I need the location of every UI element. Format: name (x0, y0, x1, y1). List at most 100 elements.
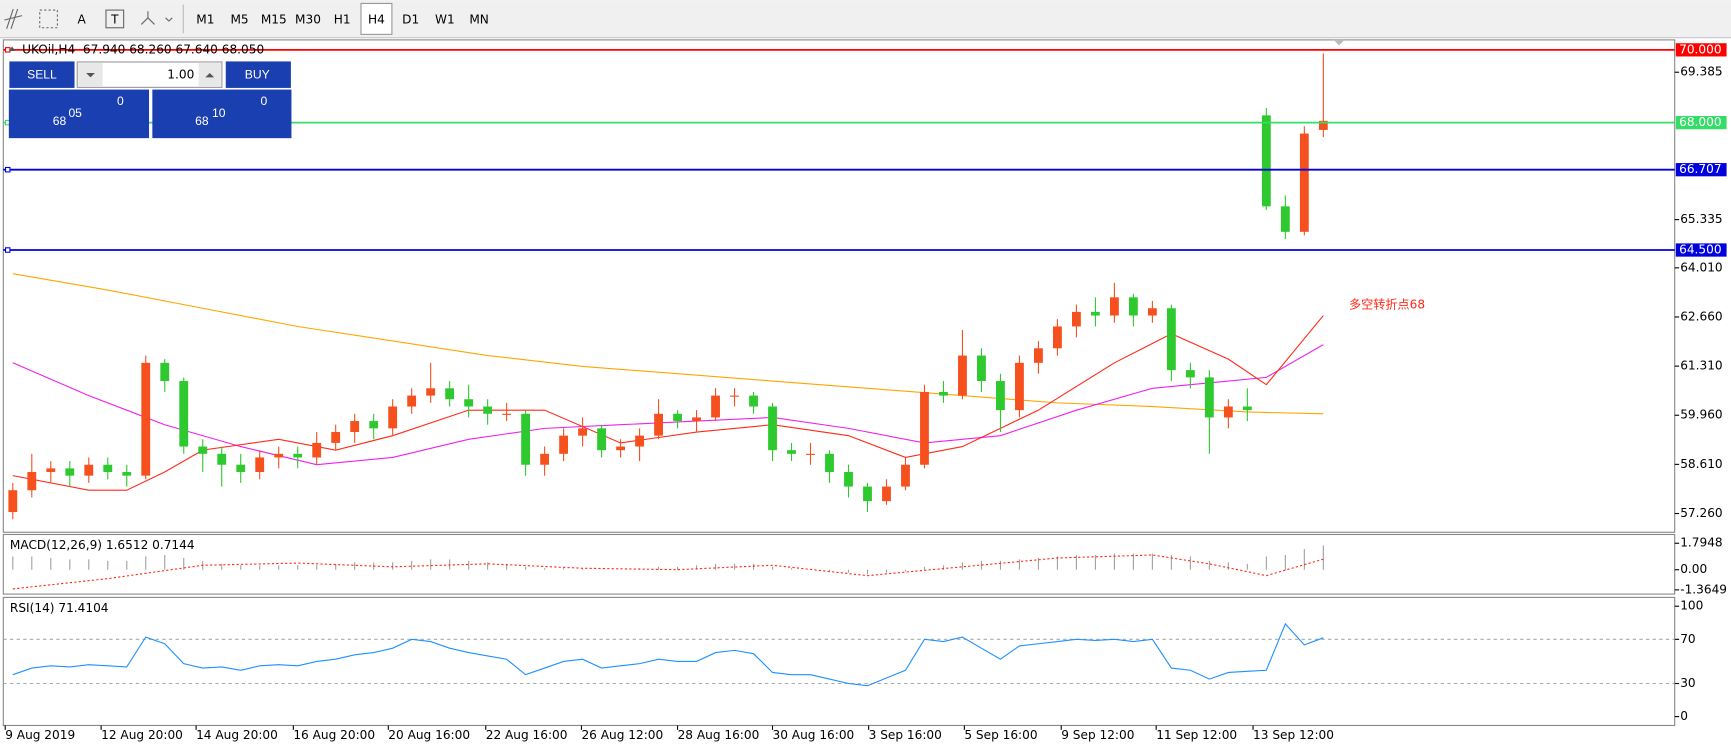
candle-body (616, 446, 626, 451)
y-tick-label: 57.260 (1680, 506, 1722, 520)
y-tick-label: 0.00 (1680, 562, 1707, 576)
sell-price-pips[interactable]: 05 (68, 106, 82, 120)
candle-body (540, 453, 550, 465)
timeframe-button[interactable]: M5 (230, 13, 248, 27)
lot-value[interactable]: 1.00 (167, 68, 194, 82)
timeframe-button[interactable]: H4 (368, 13, 385, 27)
x-tick-label: 13 Sep 12:00 (1253, 728, 1334, 742)
candle-body (996, 381, 1005, 411)
price-label: 68.000 (1679, 115, 1721, 129)
candle-body (578, 428, 588, 436)
price-label-box (1675, 116, 1727, 130)
candle-body (844, 472, 853, 487)
x-tick-label: 30 Aug 16:00 (773, 728, 855, 742)
buy-label[interactable]: BUY (245, 67, 270, 81)
price-label-box (1675, 163, 1727, 177)
candle-body (1166, 308, 1176, 371)
plot: 69.385 65.335 64.010 62.660 61.310 59.960 58.6… (3, 42, 1727, 742)
timeframe-button[interactable]: M30 (295, 13, 321, 27)
shift-marker (1333, 39, 1345, 46)
candle-body (369, 421, 379, 429)
candle-body (1072, 311, 1081, 327)
sell-price-point[interactable]: 0 (117, 94, 124, 108)
x-tick-label: 14 Aug 20:00 (196, 728, 278, 742)
candle-body (464, 399, 474, 407)
x-tick-label: 5 Sep 16:00 (964, 728, 1037, 742)
toolbar-icons (4, 4, 184, 34)
candle-body (1053, 326, 1062, 349)
sell-button[interactable] (8, 60, 76, 90)
candle-body (863, 486, 872, 502)
icon-label[interactable]: T (110, 13, 119, 27)
icon-grid[interactable] (39, 9, 58, 29)
candle-body (1015, 362, 1024, 411)
candle-body (179, 381, 189, 447)
candle-body (692, 417, 701, 422)
candle-body (46, 468, 56, 473)
candle-body (103, 464, 113, 473)
buy-price-base[interactable]: 68 (195, 114, 209, 128)
candle-body (1299, 133, 1309, 232)
candle-body (331, 431, 341, 443)
price-label: 70.000 (1679, 42, 1721, 56)
x-tick-label: 22 Aug 16:00 (486, 728, 568, 742)
icon-text[interactable]: A (78, 13, 87, 27)
icon-fib[interactable] (4, 8, 23, 30)
candle-body (122, 472, 132, 476)
candle-body (939, 391, 948, 396)
x-tick-label: 12 Aug 20:00 (101, 728, 183, 742)
rsi-panel (2, 596, 1676, 727)
price-label: 66.707 (1679, 162, 1721, 176)
candle-body (730, 395, 739, 397)
rsi-label: RSI(14) 71.4104 (10, 601, 109, 615)
price-line-handle (4, 166, 11, 173)
candle-body (1109, 297, 1119, 316)
macd-panel (2, 533, 1676, 595)
timeframe-button[interactable]: D1 (402, 13, 419, 27)
sell-price-box[interactable] (8, 89, 150, 139)
candle-body (559, 435, 569, 454)
buy-price-pips[interactable]: 10 (212, 106, 226, 120)
candle-body (901, 464, 910, 487)
y-tick-label: 59.960 (1680, 408, 1722, 422)
candle-body (1034, 348, 1043, 363)
timeframe-button[interactable]: H1 (334, 13, 351, 27)
x-tick-label: 26 Aug 12:00 (581, 728, 663, 742)
candle-body (711, 395, 720, 418)
timeframe-button[interactable]: M1 (196, 13, 214, 27)
sell-label[interactable]: SELL (27, 67, 57, 81)
candle-body (1318, 120, 1328, 130)
candle-body (787, 450, 796, 454)
y-tick-label: 30 (1680, 676, 1695, 690)
candle-body (1204, 377, 1214, 418)
icon-text-frame[interactable] (105, 9, 125, 29)
x-tick-label: 9 Sep 12:00 (1061, 728, 1134, 742)
candle-body (8, 490, 18, 513)
candle-body (806, 453, 815, 455)
buy-button[interactable] (224, 60, 292, 90)
y-tick-label: 70 (1680, 632, 1695, 646)
timeframe-button[interactable]: M15 (261, 13, 287, 27)
candle-body (274, 453, 284, 458)
buy-price-box[interactable] (152, 89, 292, 139)
candle-body (293, 453, 303, 458)
candle-body (1223, 406, 1233, 418)
timeframe-button[interactable]: MN (469, 13, 489, 27)
x-tick-label: 9 Aug 2019 (5, 728, 75, 742)
y-tick-label: 69.385 (1680, 65, 1722, 79)
sell-price-base[interactable]: 68 (53, 114, 67, 128)
icon-arrows[interactable] (140, 11, 173, 25)
candle-body (502, 413, 512, 415)
candle-body (977, 355, 986, 382)
moving-average (12, 273, 1324, 415)
x-tick-label: 16 Aug 20:00 (293, 728, 375, 742)
candle-body (1242, 406, 1252, 411)
candle-body (825, 453, 834, 473)
buy-price-point[interactable]: 0 (261, 94, 268, 108)
timeframe-button[interactable]: W1 (435, 13, 455, 27)
candle-body (141, 362, 151, 476)
timeframe-active (360, 2, 393, 35)
candle-body (673, 413, 682, 422)
candle-body (65, 468, 75, 476)
